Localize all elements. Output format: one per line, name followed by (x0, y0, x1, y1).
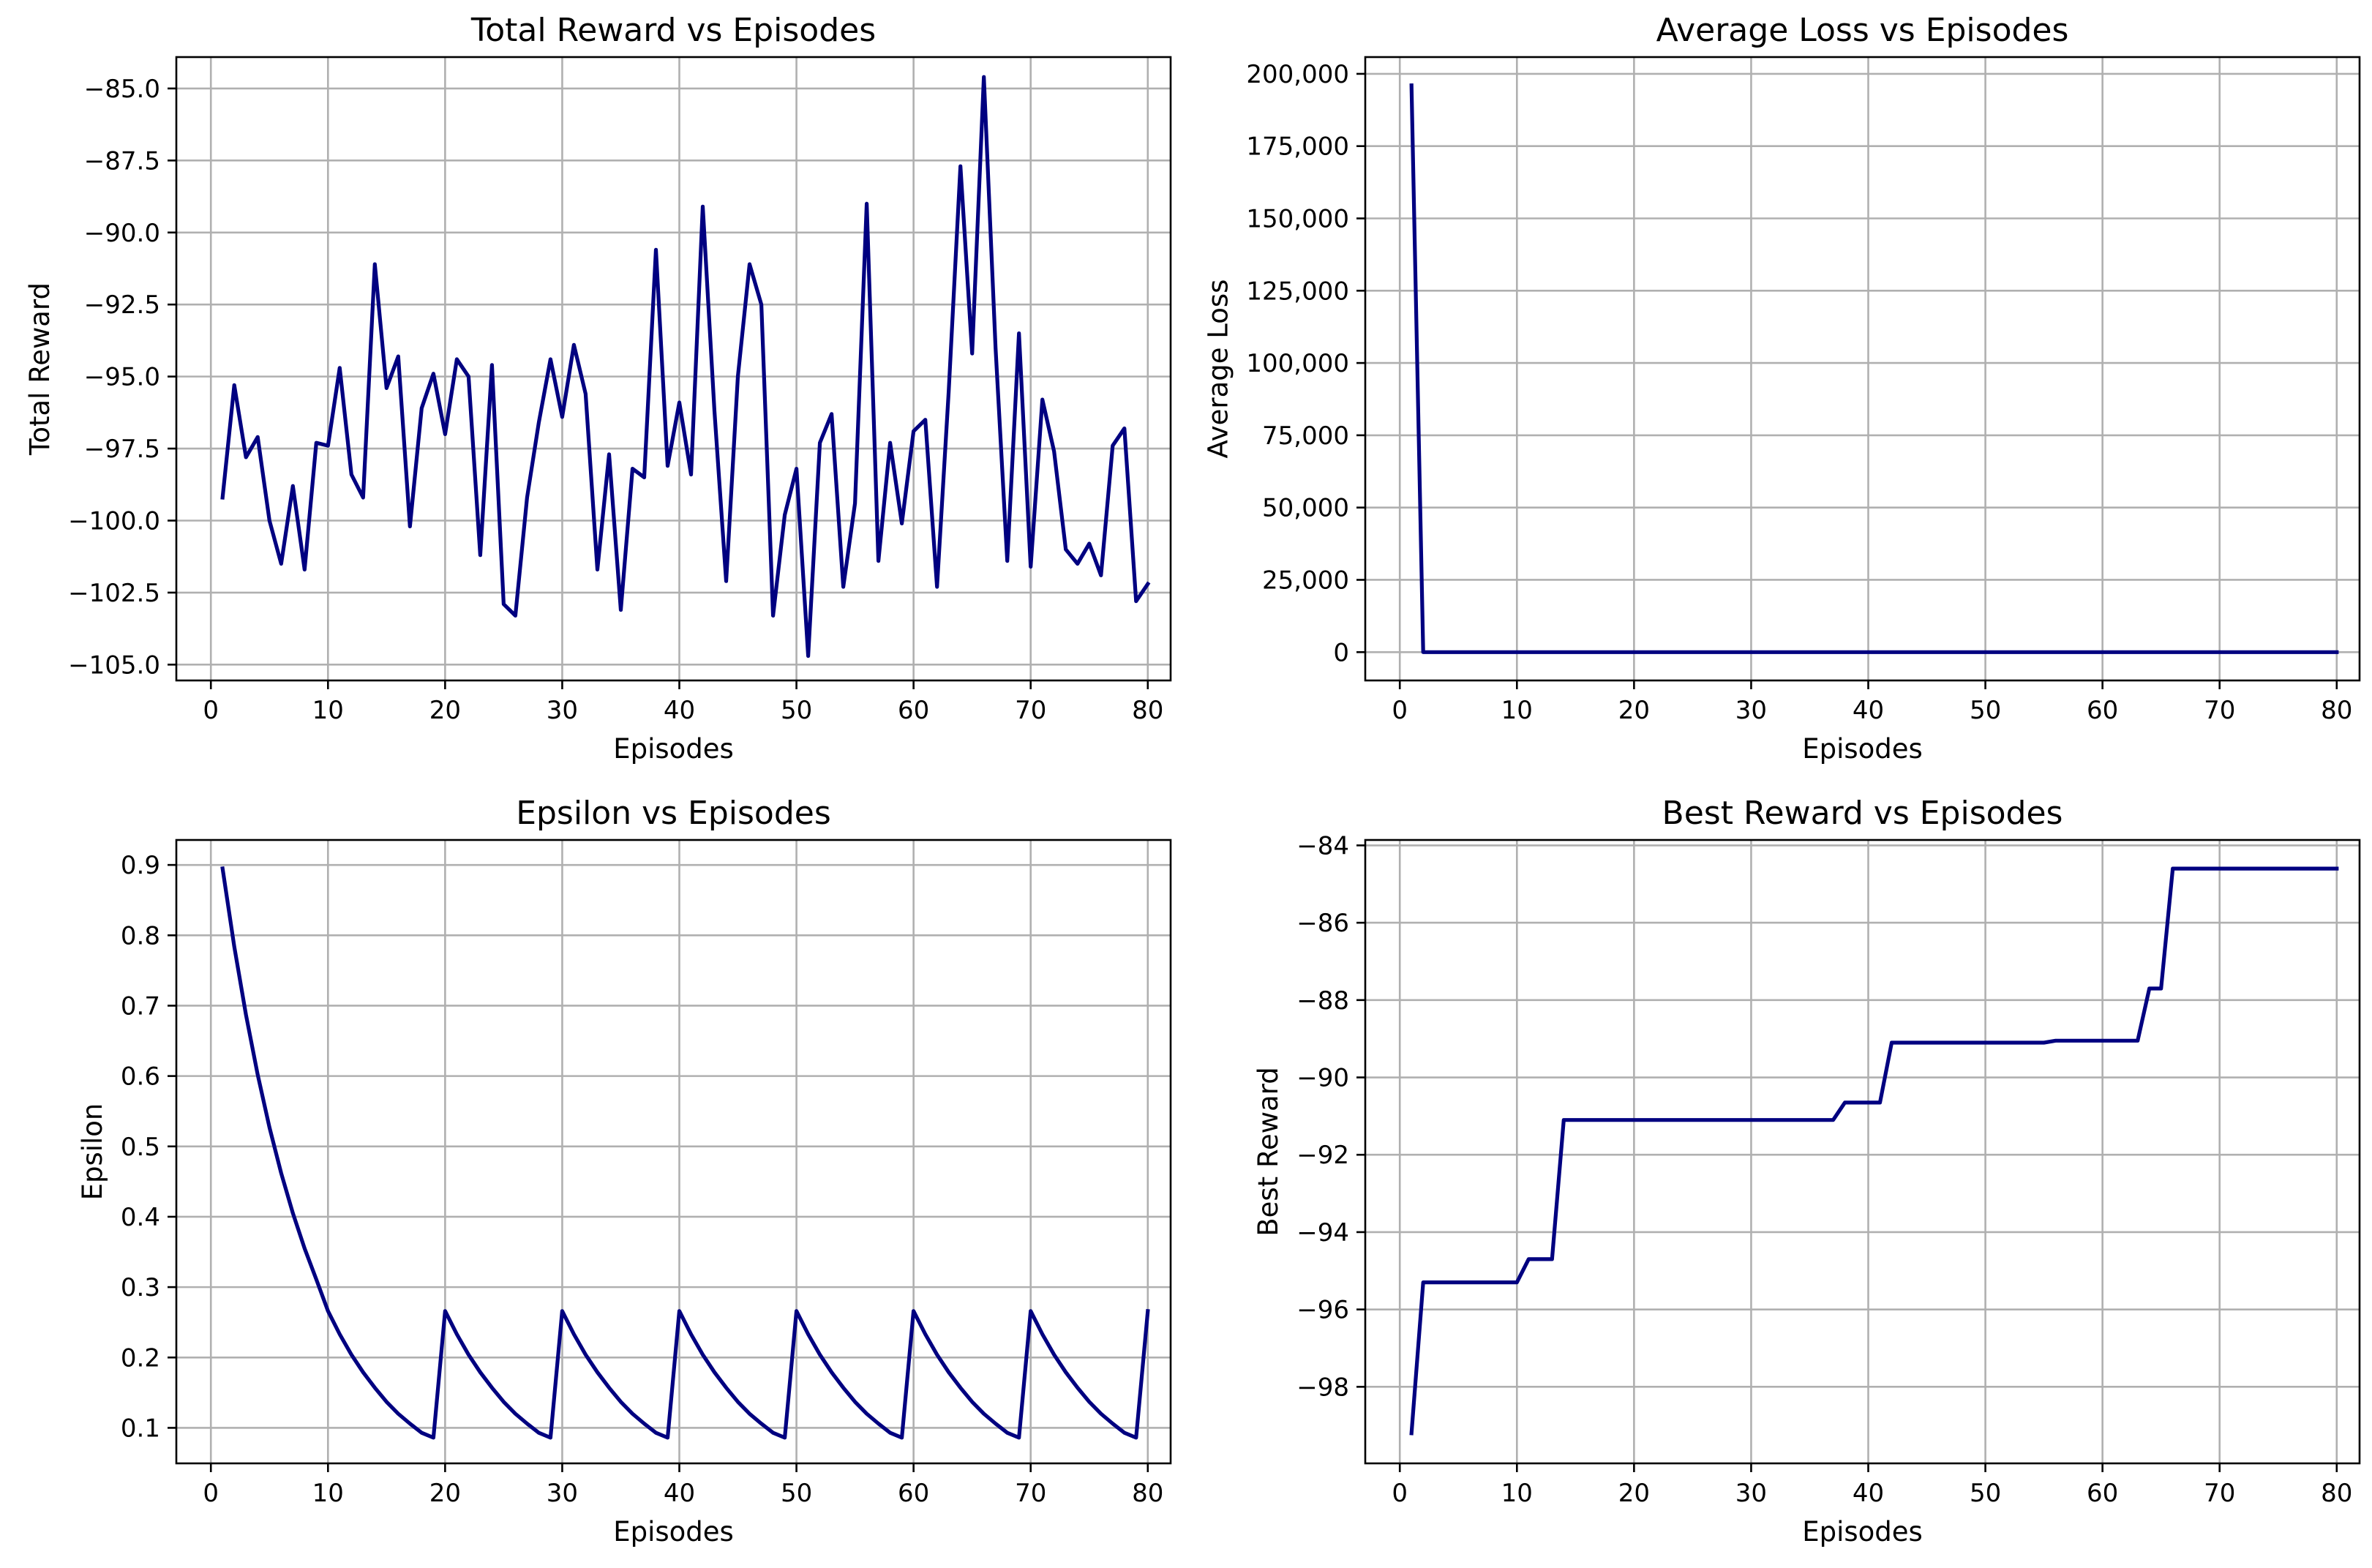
y-tick-label: 0.4 (121, 1203, 160, 1232)
x-axis-label: Episodes (1802, 1516, 1923, 1548)
y-tick-label: 25,000 (1262, 566, 1349, 595)
y-tick-label: 125,000 (1246, 277, 1349, 306)
y-tick-label: −92 (1296, 1141, 1349, 1170)
y-tick-label: −86 (1296, 909, 1349, 938)
chart-loss: 0 10 20 30 40 50 60 70 80 200,000 175,000 150,000 12… (1202, 12, 2361, 765)
y-tick-label: 0.5 (121, 1133, 160, 1162)
x-tick-label: 50 (1970, 696, 2001, 725)
x-tick-label: 50 (781, 1479, 812, 1508)
chart-title: Best Reward vs Episodes (1662, 795, 2063, 832)
y-tick-label: 50,000 (1262, 494, 1349, 523)
chart-title: Average Loss vs Episodes (1656, 12, 2069, 49)
x-tick-label: 10 (1501, 696, 1533, 725)
y-tick-label: −105.0 (68, 650, 160, 680)
axes-frame (1364, 56, 2361, 682)
x-tick-label: 40 (1853, 696, 1884, 725)
y-tick-label: −87.5 (84, 146, 160, 176)
series-line (220, 75, 1151, 659)
x-tick-label: 0 (203, 696, 219, 725)
x-tick-label: 20 (429, 696, 461, 725)
x-tick-label: 60 (898, 1479, 929, 1508)
y-tick-label: −85.0 (84, 75, 160, 104)
chart-title: Total Reward vs Episodes (470, 12, 876, 49)
x-tick-label: 50 (781, 696, 812, 725)
y-tick-label: 75,000 (1262, 421, 1349, 451)
y-tick-label: −96 (1296, 1296, 1349, 1325)
chart-best: 0 10 20 30 40 50 60 70 80 −84 −86 −88 −90 −92 −94 −96 −9… (1253, 795, 2361, 1548)
x-axis-label: Episodes (613, 733, 734, 765)
axes-frame (175, 56, 1172, 682)
x-tick-label: 70 (2204, 1479, 2235, 1508)
series-line (1409, 866, 2339, 1436)
y-tick-label: −84 (1296, 831, 1349, 860)
x-tick-label: 20 (429, 1479, 461, 1508)
x-axis-label: Episodes (1802, 733, 1923, 765)
axes-frame (1364, 839, 2361, 1465)
x-tick-label: 50 (1970, 1479, 2001, 1508)
series-line (1409, 83, 2339, 654)
y-tick-label: 150,000 (1246, 205, 1349, 234)
x-tick-label: 80 (2321, 1479, 2352, 1508)
x-tick-label: 10 (312, 696, 344, 725)
x-tick-label: 20 (1618, 1479, 1650, 1508)
x-tick-label: 80 (1132, 696, 1163, 725)
x-tick-label: 0 (1392, 696, 1408, 725)
y-tick-label: 0.3 (121, 1273, 160, 1302)
y-tick-label: 175,000 (1246, 132, 1349, 162)
chart-title: Epsilon vs Episodes (516, 795, 831, 832)
x-tick-label: 60 (898, 696, 929, 725)
y-tick-label: 100,000 (1246, 349, 1349, 378)
y-axis-label: Epsilon (77, 1103, 108, 1201)
x-tick-label: 30 (1735, 696, 1767, 725)
y-tick-label: 0.1 (121, 1414, 160, 1443)
y-tick-label: −100.0 (68, 506, 160, 536)
y-tick-label: 0.8 (121, 921, 160, 950)
y-tick-label: −90.0 (84, 219, 160, 248)
x-tick-label: 0 (203, 1479, 219, 1508)
x-tick-label: 40 (664, 696, 695, 725)
x-tick-label: 40 (664, 1479, 695, 1508)
y-tick-label: 0 (1333, 638, 1349, 667)
y-tick-label: −88 (1296, 986, 1349, 1016)
y-tick-label: −94 (1296, 1218, 1349, 1248)
y-tick-label: 200,000 (1246, 60, 1349, 89)
series-line (220, 866, 1150, 1440)
x-tick-label: 70 (1015, 696, 1046, 725)
x-tick-label: 40 (1853, 1479, 1884, 1508)
x-tick-label: 30 (547, 1479, 578, 1508)
y-axis-label: Average Loss (1202, 280, 1234, 459)
y-tick-label: −90 (1296, 1064, 1349, 1093)
y-tick-label: −95.0 (84, 363, 160, 392)
y-tick-label: 0.7 (121, 991, 160, 1021)
y-tick-label: 0.6 (121, 1062, 160, 1092)
x-tick-label: 10 (1501, 1479, 1533, 1508)
y-axis-label: Total Reward (24, 282, 56, 456)
x-tick-label: 70 (2204, 696, 2235, 725)
x-tick-label: 30 (1735, 1479, 1767, 1508)
y-tick-label: 0.2 (121, 1343, 160, 1373)
y-tick-label: −97.5 (84, 435, 160, 464)
chart-reward: 0 10 20 30 40 50 60 70 80 −85.0 −87.5 −90.0 −92.5 −95… (24, 12, 1172, 765)
y-tick-label: −92.5 (84, 290, 160, 320)
x-tick-label: 10 (312, 1479, 344, 1508)
x-tick-label: 60 (2087, 1479, 2118, 1508)
y-axis-label: Best Reward (1253, 1067, 1284, 1237)
x-tick-label: 0 (1392, 1479, 1408, 1508)
x-tick-label: 80 (2321, 696, 2352, 725)
y-tick-label: 0.9 (121, 851, 160, 880)
chart-epsilon: 0 10 20 30 40 50 60 70 80 0.9 0.8 0.7 0.6 0.5 0.4 0.3 0.… (77, 795, 1172, 1548)
x-tick-label: 80 (1132, 1479, 1163, 1508)
x-tick-label: 70 (1015, 1479, 1046, 1508)
y-tick-label: −102.5 (68, 579, 160, 608)
axes-frame (175, 839, 1172, 1465)
x-tick-label: 60 (2087, 696, 2118, 725)
y-tick-label: −98 (1296, 1373, 1349, 1402)
x-tick-label: 20 (1618, 696, 1650, 725)
x-tick-label: 30 (547, 696, 578, 725)
x-axis-label: Episodes (613, 1516, 734, 1548)
